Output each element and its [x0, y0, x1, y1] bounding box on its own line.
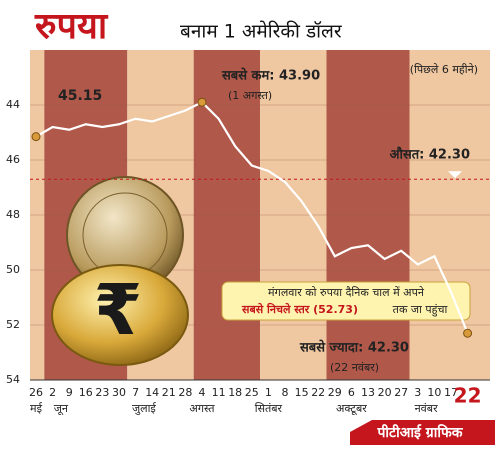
- x-tick-label: 8: [282, 386, 289, 399]
- x-tick-label: 11: [212, 386, 226, 399]
- average-label: औसत: 42.30: [390, 147, 470, 163]
- x-tick-label: 9: [66, 386, 73, 399]
- high-label: सबसे ज्यादा: 42.30: [299, 340, 409, 356]
- chart-subtitle: बनाम 1 अमेरिकी डॉलर: [180, 20, 343, 43]
- month-label: नवंबर: [415, 402, 439, 415]
- start-label: 45.15: [58, 88, 102, 104]
- x-tick-label: 27: [394, 386, 408, 399]
- x-tick-label: 25: [245, 386, 259, 399]
- x-tick-label: 22: [311, 386, 325, 399]
- month-label: सितंबर: [255, 402, 283, 415]
- month-label: अक्टूबर: [336, 402, 367, 416]
- month-label: अगस्त: [189, 402, 215, 415]
- x-tick-label: 29: [328, 386, 342, 399]
- x-tick-label: 16: [79, 386, 93, 399]
- key-point: [31, 132, 41, 142]
- y-tick-label: 54: [6, 373, 20, 386]
- footer: पीटीआई ग्राफिक: [376, 424, 463, 441]
- callout-line1: मंगलवार को रुपया दैनिक चाल में अपने: [268, 286, 425, 299]
- x-tick-label: 4: [199, 386, 206, 399]
- coin-rupee: [51, 264, 189, 366]
- x-tick-label: 30: [112, 386, 126, 399]
- x-tick-label: 1: [265, 386, 272, 399]
- low-label: सबसे कम: 43.90: [221, 68, 320, 84]
- high-date: (22 नवंबर): [330, 361, 379, 374]
- x-tick-label: 15: [295, 386, 309, 399]
- footer-band: [350, 420, 495, 445]
- x-tick-label: 13: [361, 386, 375, 399]
- x-tick-label: 26: [29, 386, 43, 399]
- x-tick-label: 18: [228, 386, 242, 399]
- y-tick-label: 44: [6, 98, 20, 111]
- key-point: [197, 97, 207, 107]
- y-tick-label: 52: [6, 318, 20, 331]
- x-tick-label: 10: [427, 386, 441, 399]
- callout-box: [221, 281, 471, 321]
- callout-line2b: तक जा पहुंचा: [393, 303, 448, 317]
- x-tick-label: 6: [348, 386, 355, 399]
- x-tick-label: 22: [454, 384, 482, 408]
- chart-title: रुपया: [34, 6, 109, 47]
- x-tick-label: 21: [162, 386, 176, 399]
- average-marker: [448, 171, 462, 179]
- rupee-symbol: ₹: [94, 269, 143, 351]
- month-label: जुलाई: [132, 402, 157, 415]
- series-line: [35, 100, 469, 334]
- y-tick-label: 46: [6, 153, 20, 166]
- x-tick-label: 2: [49, 386, 56, 399]
- callout-line2a: सबसे निचले स्तर (52.73): [241, 302, 358, 316]
- key-point: [463, 328, 473, 338]
- y-tick-label: 50: [6, 263, 20, 276]
- coins: ₹: [51, 176, 189, 366]
- month-label: मई: [30, 402, 43, 415]
- x-tick-label: 28: [178, 386, 192, 399]
- y-tick-label: 48: [6, 208, 20, 221]
- low-date: (1 अगस्त): [228, 89, 272, 102]
- month-label: जून: [54, 402, 69, 416]
- x-tick-label: 14: [145, 386, 159, 399]
- period-note: (पिछले 6 महीने): [410, 63, 478, 76]
- x-tick-label: 17: [444, 386, 458, 399]
- x-tick-label: 20: [378, 386, 392, 399]
- x-tick-label: 23: [95, 386, 109, 399]
- x-tick-label: 3: [414, 386, 421, 399]
- x-tick-label: 7: [132, 386, 139, 399]
